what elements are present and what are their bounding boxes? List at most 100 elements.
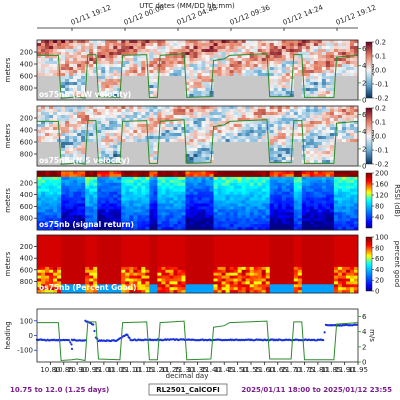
- heatmap-cell: [137, 127, 142, 131]
- heatmap-cell: [321, 188, 327, 193]
- heatmap-cell: [353, 224, 359, 228]
- heatmap-cell: [341, 118, 347, 122]
- heatmap-cell: [217, 179, 222, 184]
- heatmap-cell: [41, 109, 46, 113]
- heatmap-cell: [233, 194, 239, 198]
- heatmap-cell: [141, 49, 146, 53]
- heatmap-cell: [265, 142, 271, 146]
- heatmap-cell: [101, 185, 106, 190]
- heatmap-cell: [37, 139, 42, 143]
- heatmap-cell: [149, 206, 154, 210]
- heatmap-cell: [69, 79, 74, 83]
- heatmap-cell: [85, 46, 90, 50]
- heatmap-cell: [249, 212, 255, 216]
- heatmap-cell: [305, 112, 311, 116]
- heatmap-cell: [345, 115, 351, 119]
- heatmap-cell: [341, 106, 347, 110]
- heatmap-cell: [205, 55, 210, 59]
- heatmap-cell: [85, 73, 90, 77]
- heatmap-cell: [145, 43, 150, 47]
- heatmap-cell: [153, 64, 158, 68]
- heatmap-cell: [309, 79, 315, 83]
- heatmap-cell: [269, 139, 275, 143]
- heatmap-cell: [225, 136, 230, 140]
- heatmap-cell: [69, 171, 74, 175]
- heatmap-cell: [341, 173, 347, 178]
- heatmap-cell: [161, 46, 166, 50]
- heatmap-cell: [349, 73, 355, 77]
- heatmap-cell: [277, 185, 283, 190]
- heatmap-cell: [177, 215, 182, 219]
- heatmap-cell: [337, 136, 343, 140]
- heatmap-cell: [181, 115, 186, 119]
- heatmap-cell: [233, 94, 239, 98]
- heatmap-cell: [153, 106, 158, 110]
- heatmap-cell: [61, 76, 66, 80]
- heatmap-cell: [277, 188, 283, 193]
- heatmap-cell: [277, 109, 283, 113]
- heatmap-cell: [145, 58, 150, 62]
- heatmap-cell: [129, 115, 134, 119]
- heatmap-cell: [37, 290, 42, 294]
- heatmap-cell: [277, 73, 283, 77]
- heatmap-cell: [317, 49, 323, 53]
- heatmap-cell: [285, 188, 291, 193]
- heatmap-cell: [153, 160, 158, 164]
- heatmap-cell: [149, 91, 154, 95]
- heatmap-cell: [345, 121, 351, 125]
- heatmap-cell: [273, 91, 279, 95]
- heatmap-cell: [265, 194, 271, 198]
- heatmap-cell: [217, 133, 222, 137]
- heatmap-cell: [249, 215, 255, 219]
- heatmap-cell: [273, 151, 279, 155]
- heatmap-cell: [313, 121, 319, 125]
- heatmap-cell: [261, 171, 267, 175]
- heatmap-cell: [293, 115, 299, 119]
- heatmap-cell: [313, 171, 319, 175]
- heatmap-cell: [57, 97, 62, 101]
- heatmap-cell: [245, 124, 251, 128]
- heatmap-cell: [281, 70, 287, 74]
- heatmap-cell: [205, 224, 210, 228]
- heatmap-cell: [225, 145, 230, 149]
- heatmap-cell: [165, 58, 170, 62]
- heatmap-cell: [157, 94, 162, 98]
- heatmap-cell: [61, 46, 66, 50]
- heatmap-cell: [133, 191, 138, 195]
- heatmap-cell: [45, 176, 50, 181]
- heatmap-cell: [221, 182, 226, 187]
- heatmap-cell: [173, 70, 178, 74]
- y-axis-label: meters: [4, 57, 12, 82]
- heatmap-cell: [41, 266, 46, 271]
- heatmap-cell: [353, 79, 359, 83]
- heatmap-cell: [81, 85, 86, 89]
- heatmap-cell: [101, 173, 106, 178]
- heatmap-cell: [333, 43, 339, 47]
- heatmap-cell: [93, 148, 98, 152]
- heatmap-cell: [121, 52, 126, 56]
- heatmap-cell: [49, 82, 54, 86]
- heatmap-cell: [149, 118, 154, 122]
- heatmap-cell: [245, 182, 251, 187]
- heatmap-cell: [125, 133, 130, 137]
- heatmap-cell: [117, 118, 122, 122]
- heatmap-cell: [77, 61, 82, 65]
- heatmap-cell: [57, 58, 62, 62]
- heatmap-cell: [249, 154, 255, 158]
- heatmap-cell: [229, 176, 235, 181]
- heatmap-cell: [201, 127, 206, 131]
- heatmap-cell: [101, 127, 106, 131]
- heatmap-cell: [353, 221, 359, 225]
- heatmap-cell: [137, 88, 142, 92]
- heatmap-cell: [93, 76, 98, 80]
- heatmap-cell: [89, 73, 94, 77]
- heatmap-cell: [121, 91, 126, 95]
- heatmap-cell: [329, 121, 335, 125]
- heatmap-cell: [81, 94, 86, 98]
- heatmap-cell: [89, 136, 94, 140]
- heatmap-cell: [205, 46, 210, 50]
- heatmap-cell: [41, 97, 46, 101]
- heatmap-cell: [133, 221, 138, 225]
- heatmap-cell: [141, 43, 146, 47]
